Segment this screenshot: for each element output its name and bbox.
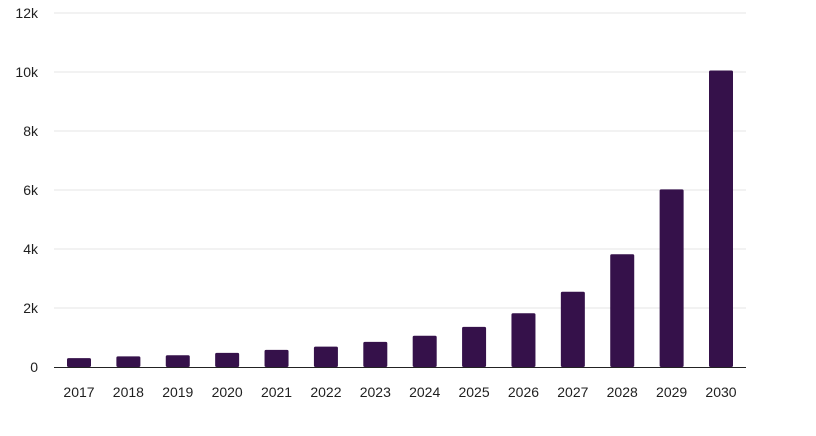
grid-lines: [54, 12, 746, 309]
y-tick-label: 8k: [23, 123, 39, 139]
bars: [67, 70, 733, 368]
x-tick-label: 2029: [656, 384, 687, 400]
bar-2027: [560, 291, 585, 367]
y-tick-label: 4k: [23, 241, 39, 257]
x-tick-label: 2017: [63, 384, 94, 400]
y-tick-label: 2k: [23, 300, 39, 316]
x-tick-label: 2025: [458, 384, 489, 400]
x-tick-label: 2024: [409, 384, 440, 400]
x-tick-label: 2027: [557, 384, 588, 400]
bar-2029: [659, 189, 684, 367]
y-tick-label: 12k: [15, 5, 39, 21]
bar-2023: [363, 341, 388, 367]
x-axis-ticks: 2017 2018 2019 2020 2021 2022 2023 2024 2025 2026…: [63, 384, 736, 400]
bar-2022: [313, 346, 338, 367]
bar-2025: [462, 326, 487, 367]
x-tick-label: 2028: [607, 384, 638, 400]
x-tick-label: 2022: [310, 384, 341, 400]
y-tick-label: 10k: [15, 64, 39, 80]
bar-2028: [610, 254, 635, 367]
bar-2019: [165, 355, 190, 367]
bar-2020: [215, 352, 240, 367]
bar-2017: [67, 358, 91, 367]
bar-2021: [264, 349, 289, 367]
x-tick-label: 2019: [162, 384, 193, 400]
x-tick-label: 2026: [508, 384, 539, 400]
bar-2024: [412, 335, 437, 367]
x-tick-label: 2018: [113, 384, 144, 400]
y-axis-ticks: 0 2k 4k 6k 8k 10k 12k: [15, 5, 39, 375]
bar-2030: [709, 70, 733, 368]
x-tick-label: 2020: [212, 384, 243, 400]
bar-2026: [511, 313, 536, 367]
x-tick-label: 2023: [360, 384, 391, 400]
bar-2018: [116, 356, 141, 367]
x-tick-label: 2021: [261, 384, 292, 400]
y-tick-label: 6k: [23, 182, 39, 198]
x-tick-label: 2030: [705, 384, 736, 400]
y-tick-label: 0: [30, 359, 38, 375]
